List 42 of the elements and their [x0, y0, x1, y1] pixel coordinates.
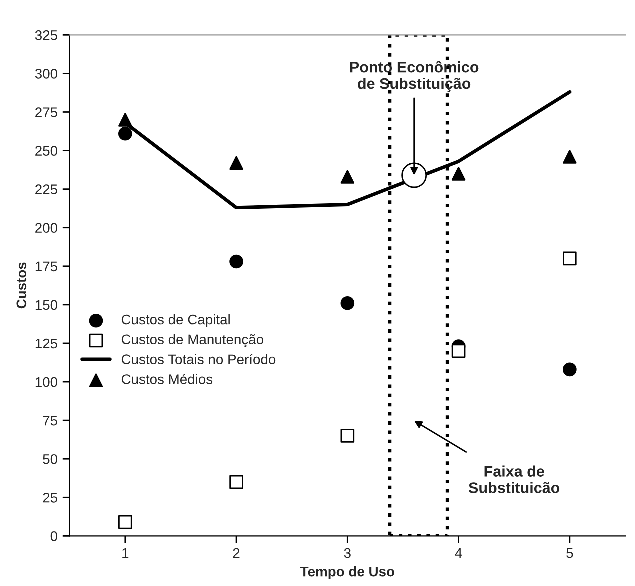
y-tick-label: 175 [36, 262, 58, 272]
x-tick-label: 4 [455, 548, 462, 558]
annotation: Faixa de Substituicão [468, 466, 560, 494]
annotation: Ponto Econômico de Substituição [350, 61, 479, 92]
x-tick-label: 1 [122, 548, 129, 558]
point [340, 429, 355, 443]
point [563, 150, 577, 164]
y-tick-label: 275 [36, 108, 58, 118]
point [118, 126, 132, 141]
point [340, 170, 355, 184]
y-tick-label: 325 [35, 30, 58, 40]
y-tick-label: 50 [43, 454, 58, 464]
point [563, 362, 577, 377]
y-tick-label: 225 [36, 184, 58, 194]
point [452, 344, 466, 358]
point [452, 167, 466, 181]
legend-label: Custos de Capital [122, 314, 230, 328]
y-tick-label: 100 [36, 377, 58, 388]
y-tick-label: 75 [43, 416, 58, 426]
y-tick-label: 125 [36, 338, 58, 349]
x-axis-title: Tempo de Uso [300, 566, 394, 580]
legend-label: Custos Totais no Período [122, 354, 276, 365]
y-tick-label: 300 [35, 69, 58, 79]
x-tick-label: 3 [344, 548, 351, 558]
x-tick-label: 2 [233, 548, 240, 558]
point [340, 296, 355, 310]
point [402, 162, 428, 188]
point [230, 475, 244, 490]
point [230, 156, 244, 170]
y-tick-label: 150 [36, 300, 58, 310]
x-tick-label: 5 [566, 548, 574, 558]
y-tick-label: 250 [36, 146, 58, 156]
y-tick-label: 0 [50, 532, 58, 542]
y-axis-title: Custos [16, 262, 27, 309]
point [230, 254, 244, 269]
legend-label: Custos Médios [122, 374, 213, 384]
point [118, 515, 132, 530]
point [563, 252, 577, 266]
point [118, 113, 132, 127]
y-tick-label: 200 [36, 223, 58, 234]
y-tick-label: 25 [43, 492, 58, 503]
legend-label: Custos de Manutenção [122, 334, 264, 348]
